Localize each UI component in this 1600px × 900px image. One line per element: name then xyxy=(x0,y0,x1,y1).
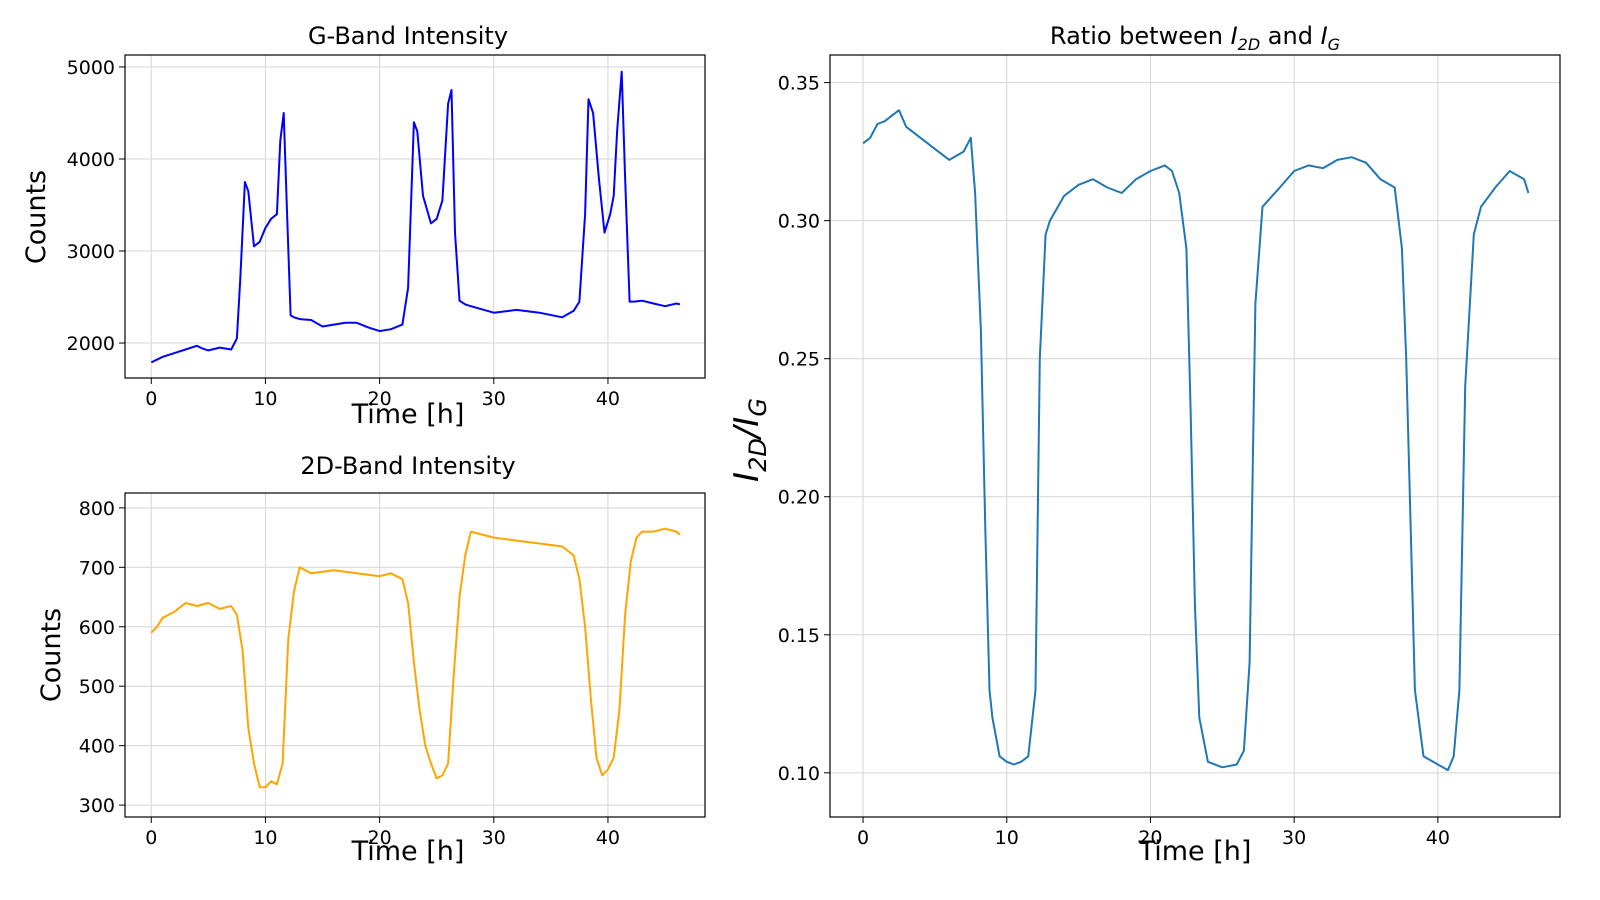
ratio-y-tick-label: 0.15 xyxy=(778,625,820,647)
g-band-x-tick-label: 10 xyxy=(253,388,277,410)
ratio-y-tick-label: 0.35 xyxy=(778,73,820,95)
2d-band-x-tick-label: 20 xyxy=(368,827,392,849)
2d-band-axes-frame xyxy=(124,492,706,818)
ratio-axes-frame xyxy=(829,54,1561,818)
g-band-y-tick-label: 3000 xyxy=(67,241,115,263)
2d-band-x-tick-label: 0 xyxy=(145,827,157,849)
2d-band-x-tick-label: 30 xyxy=(482,827,506,849)
g-band-axes-frame xyxy=(124,54,706,379)
g-band-x-tick-label: 30 xyxy=(482,388,506,410)
ratio-plot-area: 0 10 20 30 40 0.10 0.15 0.20 0.25 0.30 0.35 xyxy=(778,54,1561,849)
ratio-title: Ratio between I2D and IG xyxy=(1050,22,1340,54)
2d-band-y-tick-label: 400 xyxy=(79,736,115,758)
g-band-series-line xyxy=(150,70,681,364)
2d-band-y-tick-label: 300 xyxy=(79,795,115,817)
ratio-title-text: Ratio between xyxy=(1050,22,1231,50)
ratio-x-tick-label: 10 xyxy=(995,827,1019,849)
2d-band-plot-area: 0 10 20 30 40 300 400 500 600 700 800 xyxy=(79,492,706,849)
ratio-y-tick-label: 0.30 xyxy=(778,211,820,233)
g-band-plot-area: 0 10 20 30 40 2000 3000 4000 5000 xyxy=(67,54,706,410)
ratio-y-tick-label: 0.20 xyxy=(778,487,820,509)
2d-band-y-tick-label: 700 xyxy=(79,557,115,579)
g-band-x-tick-label: 40 xyxy=(596,388,620,410)
2d-band-x-tick-label: 10 xyxy=(253,827,277,849)
ratio-x-tick-label: 0 xyxy=(857,827,869,849)
2d-band-series-line xyxy=(150,527,681,789)
g-band-title: G-Band Intensity xyxy=(308,22,508,50)
g-band-x-tick-label: 0 xyxy=(145,388,157,410)
ratio-x-tick-label: 20 xyxy=(1138,827,1162,849)
ratio-x-tick-label: 30 xyxy=(1282,827,1306,849)
2d-band-xlabel: Time [h] xyxy=(351,836,465,867)
g-band-y-tick-label: 4000 xyxy=(67,149,115,171)
ratio-series-line xyxy=(862,109,1530,772)
g-band-ylabel: Counts xyxy=(21,170,52,264)
2d-band-x-tick-label: 40 xyxy=(596,827,620,849)
g-band-panel: G-Band Intensity Time [h] Counts 0 10 20 30… xyxy=(21,22,706,430)
2d-band-title: 2D-Band Intensity xyxy=(300,452,515,480)
ratio-xlabel: Time [h] xyxy=(1138,836,1252,867)
g-band-xlabel: Time [h] xyxy=(351,399,465,430)
g-band-x-tick-label: 20 xyxy=(368,388,392,410)
2d-band-y-tick-label: 800 xyxy=(79,498,115,520)
ratio-x-tick-label: 40 xyxy=(1426,827,1450,849)
g-band-y-tick-label: 5000 xyxy=(67,57,115,79)
ratio-y-tick-label: 0.25 xyxy=(778,349,820,371)
2d-band-y-tick-label: 500 xyxy=(79,676,115,698)
2d-band-ylabel: Counts xyxy=(36,608,67,702)
2d-band-y-tick-label: 600 xyxy=(79,617,115,639)
g-band-y-tick-label: 2000 xyxy=(67,333,115,355)
ratio-y-tick-label: 0.10 xyxy=(778,763,820,785)
2d-band-panel: 2D-Band Intensity Time [h] Counts 0 10 20 3… xyxy=(36,452,706,867)
ratio-ylabel: I2D/IG xyxy=(727,398,772,482)
ratio-panel: Ratio between I2D and IG Time [h] I2D/IG… xyxy=(727,22,1561,867)
